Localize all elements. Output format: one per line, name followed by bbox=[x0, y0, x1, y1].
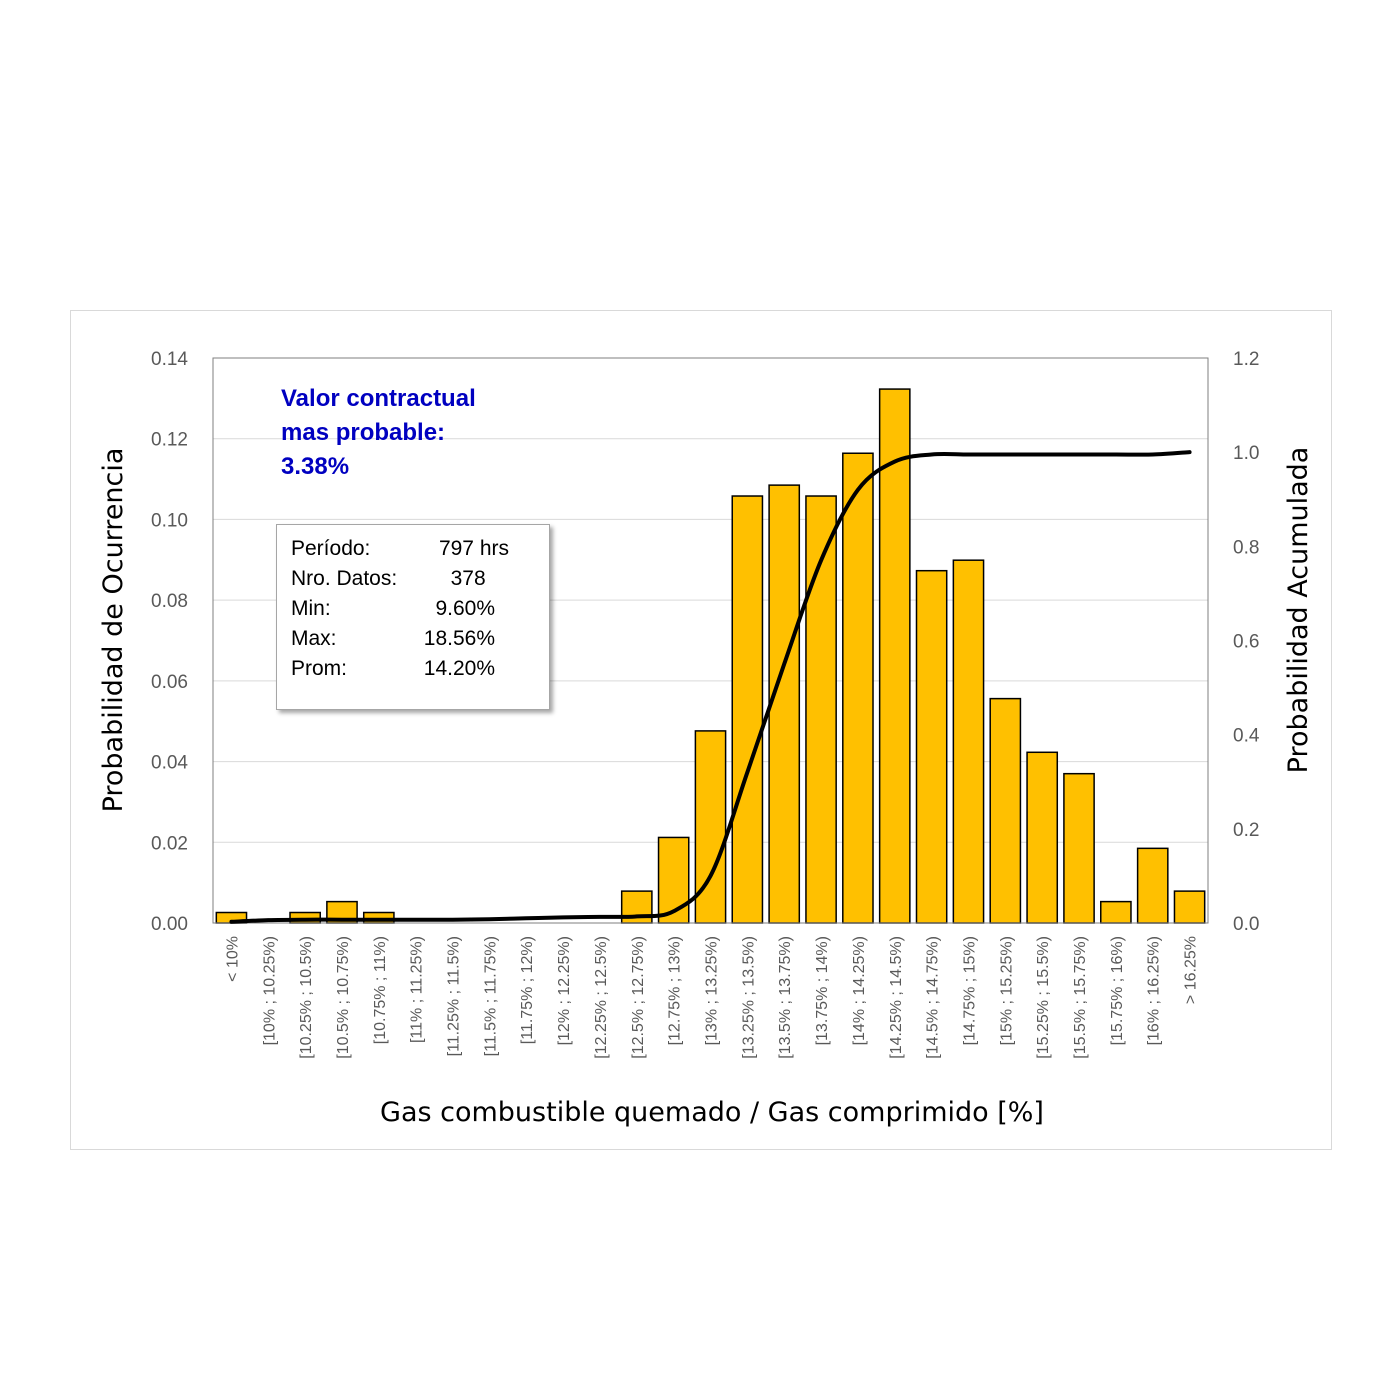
stat-value: 14.20% bbox=[423, 657, 495, 680]
y2-axis-title: Probabilidad Acumulada bbox=[1283, 447, 1314, 774]
x-tick-label: > 16.25% bbox=[1183, 936, 1200, 1004]
x-tick-label: [10.25% ; 10.5%) bbox=[298, 936, 315, 1059]
y-axis-title: Probabilidad de Ocurrencia bbox=[98, 448, 129, 813]
y-tick-label: 0.00 bbox=[151, 914, 188, 935]
right-axis-ticks: 0.0 0.2 0.4 0.6 0.8 1.0 1.2 bbox=[1233, 349, 1260, 935]
stat-value: 797 hrs bbox=[438, 537, 509, 560]
y2-tick-label: 0.8 bbox=[1233, 537, 1259, 558]
bar bbox=[842, 452, 874, 924]
stat-value: 18.56% bbox=[423, 627, 495, 650]
x-tick-label: [10.5% ; 10.75%) bbox=[335, 936, 352, 1059]
annotation-line-2: mas probable: bbox=[281, 419, 445, 446]
x-tick-label: [15.75% ; 16%) bbox=[1109, 936, 1126, 1045]
x-tick-label: < 10% bbox=[224, 936, 241, 982]
chart-frame bbox=[70, 310, 1332, 1150]
stat-label: Prom: bbox=[291, 657, 348, 680]
x-tick-label: [14% ; 14.25%) bbox=[851, 936, 868, 1045]
y2-tick-label: 0.6 bbox=[1233, 632, 1259, 653]
x-tick-label: [10.75% ; 11%) bbox=[372, 936, 389, 1044]
x-tick-label: [11.75% ; 12%) bbox=[519, 936, 536, 1044]
annotation-line-1: Valor contractual bbox=[281, 385, 476, 412]
stat-row-prom: Prom: 14.20% bbox=[277, 654, 549, 684]
y2-tick-label: 1.2 bbox=[1233, 349, 1259, 370]
x-tick-label: [12.75% ; 13%) bbox=[667, 936, 684, 1045]
bar bbox=[1136, 847, 1169, 924]
y-tick-label: 0.14 bbox=[151, 349, 188, 370]
y-tick-label: 0.12 bbox=[151, 430, 188, 451]
x-tick-label: [15.25% ; 15.5%) bbox=[1035, 936, 1052, 1059]
bar bbox=[805, 495, 837, 924]
stat-value: 378 bbox=[450, 567, 509, 590]
x-tick-label: [13.5% ; 13.75%) bbox=[777, 936, 794, 1059]
y-tick-label: 0.06 bbox=[151, 672, 188, 693]
x-tick-label: [14.75% ; 15%) bbox=[961, 936, 978, 1045]
bar bbox=[952, 559, 985, 924]
y2-tick-label: 1.0 bbox=[1233, 443, 1259, 464]
x-tick-label: [13.25% ; 13.5%) bbox=[740, 936, 757, 1059]
x-tick-label: [11% ; 11.25%) bbox=[409, 936, 426, 1043]
left-axis-ticks: 0.00 0.02 0.04 0.06 0.08 0.10 0.12 0.14 bbox=[151, 349, 188, 935]
x-tick-label: [15% ; 15.25%) bbox=[998, 936, 1015, 1045]
x-tick-label: [12% ; 12.25%) bbox=[556, 936, 573, 1045]
x-tick-label: [12.5% ; 12.75%) bbox=[630, 936, 647, 1059]
x-tick-label: [15.5% ; 15.75%) bbox=[1072, 936, 1089, 1059]
bar bbox=[1173, 890, 1206, 924]
bar bbox=[768, 484, 801, 924]
y-tick-label: 0.02 bbox=[151, 833, 188, 854]
stat-label: Período: bbox=[291, 537, 371, 560]
stat-row-max: Max: 18.56% bbox=[277, 624, 549, 654]
stat-row-datos: Nro. Datos: 378 bbox=[277, 564, 549, 594]
x-tick-label: [13.75% ; 14%) bbox=[814, 936, 831, 1045]
y2-tick-label: 0.2 bbox=[1233, 820, 1259, 841]
plot-area-border bbox=[212, 357, 1209, 924]
bar bbox=[1100, 900, 1132, 924]
bar bbox=[915, 569, 948, 924]
bar bbox=[1063, 772, 1095, 924]
bar bbox=[878, 388, 911, 924]
stat-label: Max: bbox=[291, 627, 337, 650]
bar bbox=[989, 697, 1022, 924]
stat-value: 9.60% bbox=[435, 597, 495, 620]
stat-row-periodo: Período: 797 hrs bbox=[277, 534, 549, 564]
cumulative-line bbox=[229, 450, 1192, 924]
x-tick-label: [16% ; 16.25%) bbox=[1146, 936, 1163, 1045]
bar bbox=[731, 495, 764, 924]
y-tick-label: 0.04 bbox=[151, 753, 188, 774]
x-axis-title: Gas combustible quemado / Gas comprimido… bbox=[380, 1097, 1044, 1128]
x-tick-label: [10% ; 10.25%) bbox=[261, 936, 278, 1045]
x-tick-label: [14.25% ; 14.5%) bbox=[888, 936, 905, 1059]
x-tick-label: [12.25% ; 12.5%) bbox=[593, 936, 610, 1059]
bars bbox=[215, 388, 1206, 924]
stat-row-min: Min: 9.60% bbox=[277, 594, 549, 624]
stat-label: Min: bbox=[291, 597, 331, 620]
y-tick-label: 0.10 bbox=[151, 510, 188, 531]
category-labels: < 10% [10% ; 10.25%) [10.25% ; 10.5%) [10.5… bbox=[224, 936, 1199, 1059]
y-tick-label: 0.08 bbox=[151, 591, 188, 612]
stat-label: Nro. Datos: bbox=[291, 567, 398, 590]
y2-tick-label: 0.4 bbox=[1233, 726, 1260, 747]
x-tick-label: [11.5% ; 11.75%) bbox=[482, 936, 499, 1056]
annotation-value: 3.38% bbox=[281, 453, 349, 480]
x-tick-label: [13% ; 13.25%) bbox=[704, 936, 721, 1045]
x-tick-label: [14.5% ; 14.75%) bbox=[925, 936, 942, 1059]
x-tick-label: [11.25% ; 11.5%) bbox=[446, 936, 463, 1056]
y2-tick-label: 0.0 bbox=[1233, 914, 1259, 935]
stats-box: Período: 797 hrs Nro. Datos: 378 Min: 9.… bbox=[276, 524, 550, 710]
bar bbox=[1026, 751, 1059, 924]
